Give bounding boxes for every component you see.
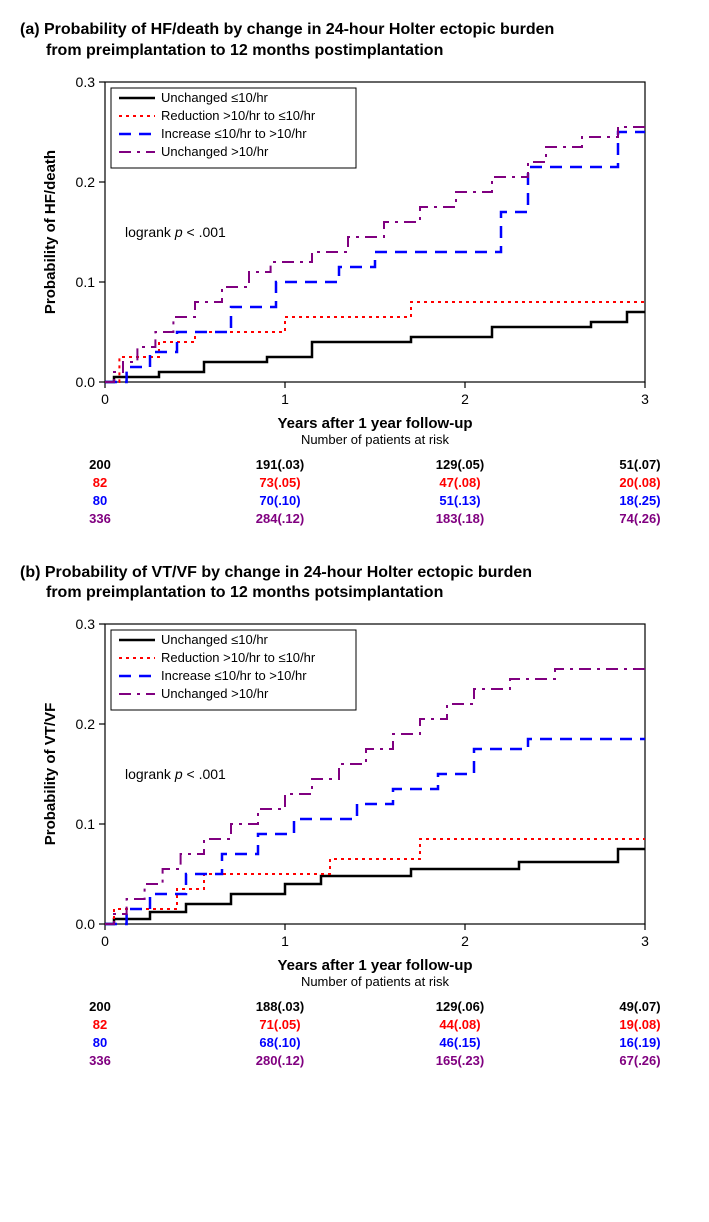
risk-cell: 200 xyxy=(89,998,111,1016)
legend-label: Unchanged >10/hr xyxy=(161,686,269,701)
risk-row: 336280(.12)165(.23)67(.26) xyxy=(100,1052,640,1070)
risk-cell: 74(.26) xyxy=(619,510,660,528)
logrank-text: logrank p < .001 xyxy=(125,766,226,782)
risk-row: 8070(.10)51(.13)18(.25) xyxy=(100,492,640,510)
risk-cell: 336 xyxy=(89,1052,111,1070)
legend-label: Increase ≤10/hr to >10/hr xyxy=(161,126,307,141)
svg-text:3: 3 xyxy=(641,933,649,949)
series-line xyxy=(105,312,645,382)
panel-tag: (b) xyxy=(20,564,45,581)
svg-text:1: 1 xyxy=(281,391,289,407)
x-axis-label: Years after 1 year follow-up xyxy=(277,957,472,974)
svg-text:1: 1 xyxy=(281,933,289,949)
risk-cell: 67(.26) xyxy=(619,1052,660,1070)
svg-text:0.2: 0.2 xyxy=(76,716,96,732)
risk-cell: 68(.10) xyxy=(259,1034,300,1052)
risk-table: 200188(.03)129(.06)49(.07)8271(.05)44(.0… xyxy=(100,998,694,1070)
svg-text:0.1: 0.1 xyxy=(76,816,96,832)
panel-tag: (a) xyxy=(20,21,44,38)
x-axis-sublabel: Number of patients at risk xyxy=(301,974,450,989)
risk-row: 8273(.05)47(.08)20(.08) xyxy=(100,474,640,492)
risk-cell: 49(.07) xyxy=(619,998,660,1016)
risk-row: 200188(.03)129(.06)49(.07) xyxy=(100,998,640,1016)
series-line xyxy=(105,132,645,382)
risk-cell: 129(.06) xyxy=(436,998,484,1016)
risk-cell: 73(.05) xyxy=(259,474,300,492)
risk-row: 336284(.12)183(.18)74(.26) xyxy=(100,510,640,528)
series-line xyxy=(105,849,645,924)
y-axis-label: Probability of VT/VF xyxy=(42,703,59,846)
risk-row: 8068(.10)46(.15)16(.19) xyxy=(100,1034,640,1052)
chart-svg: 0.0 0.1 0.2 0.3 0 1 2 3 Probability of HF/death Y… xyxy=(15,72,665,452)
legend-label: Unchanged ≤10/hr xyxy=(161,90,269,105)
panel-title: (a) Probability of HF/death by change in… xyxy=(15,20,694,62)
risk-cell: 82 xyxy=(93,474,107,492)
panel-title: (b) Probability of VT/VF by change in 24… xyxy=(15,563,694,605)
legend-label: Increase ≤10/hr to >10/hr xyxy=(161,668,307,683)
svg-text:0.1: 0.1 xyxy=(76,274,96,290)
svg-text:0: 0 xyxy=(101,391,109,407)
risk-row: 8271(.05)44(.08)19(.08) xyxy=(100,1016,640,1034)
risk-cell: 80 xyxy=(93,492,107,510)
chart-svg: 0.0 0.1 0.2 0.3 0 1 2 3 Probability of VT/VF Year… xyxy=(15,614,665,994)
svg-text:2: 2 xyxy=(461,933,469,949)
risk-cell: 183(.18) xyxy=(436,510,484,528)
risk-cell: 80 xyxy=(93,1034,107,1052)
panel: (b) Probability of VT/VF by change in 24… xyxy=(15,563,694,1071)
y-axis-label: Probability of HF/death xyxy=(42,150,59,314)
svg-text:0.3: 0.3 xyxy=(76,74,96,90)
risk-cell: 200 xyxy=(89,456,111,474)
risk-cell: 188(.03) xyxy=(256,998,304,1016)
panel: (a) Probability of HF/death by change in… xyxy=(15,20,694,528)
legend-label: Reduction >10/hr to ≤10/hr xyxy=(161,108,316,123)
risk-cell: 71(.05) xyxy=(259,1016,300,1034)
risk-cell: 70(.10) xyxy=(259,492,300,510)
svg-text:3: 3 xyxy=(641,391,649,407)
chart-wrap: 0.0 0.1 0.2 0.3 0 1 2 3 Probability of HF/death Y… xyxy=(15,72,694,452)
svg-text:0: 0 xyxy=(101,933,109,949)
risk-table: 200191(.03)129(.05)51(.07)8273(.05)47(.0… xyxy=(100,456,694,528)
risk-cell: 165(.23) xyxy=(436,1052,484,1070)
svg-text:2: 2 xyxy=(461,391,469,407)
chart-wrap: 0.0 0.1 0.2 0.3 0 1 2 3 Probability of VT/VF Year… xyxy=(15,614,694,994)
risk-cell: 44(.08) xyxy=(439,1016,480,1034)
svg-text:0.0: 0.0 xyxy=(76,916,96,932)
risk-cell: 47(.08) xyxy=(439,474,480,492)
x-axis-sublabel: Number of patients at risk xyxy=(301,432,450,447)
risk-cell: 18(.25) xyxy=(619,492,660,510)
risk-cell: 46(.15) xyxy=(439,1034,480,1052)
risk-cell: 51(.13) xyxy=(439,492,480,510)
risk-cell: 191(.03) xyxy=(256,456,304,474)
risk-cell: 20(.08) xyxy=(619,474,660,492)
legend-label: Unchanged ≤10/hr xyxy=(161,632,269,647)
legend-label: Unchanged >10/hr xyxy=(161,144,269,159)
logrank-text: logrank p < .001 xyxy=(125,224,226,240)
svg-text:0.2: 0.2 xyxy=(76,174,96,190)
risk-cell: 284(.12) xyxy=(256,510,304,528)
svg-text:0.0: 0.0 xyxy=(76,374,96,390)
risk-cell: 280(.12) xyxy=(256,1052,304,1070)
risk-cell: 51(.07) xyxy=(619,456,660,474)
x-axis-label: Years after 1 year follow-up xyxy=(277,415,472,432)
risk-cell: 336 xyxy=(89,510,111,528)
risk-row: 200191(.03)129(.05)51(.07) xyxy=(100,456,640,474)
legend-label: Reduction >10/hr to ≤10/hr xyxy=(161,650,316,665)
svg-text:0.3: 0.3 xyxy=(76,616,96,632)
risk-cell: 129(.05) xyxy=(436,456,484,474)
risk-cell: 16(.19) xyxy=(619,1034,660,1052)
risk-cell: 82 xyxy=(93,1016,107,1034)
risk-cell: 19(.08) xyxy=(619,1016,660,1034)
